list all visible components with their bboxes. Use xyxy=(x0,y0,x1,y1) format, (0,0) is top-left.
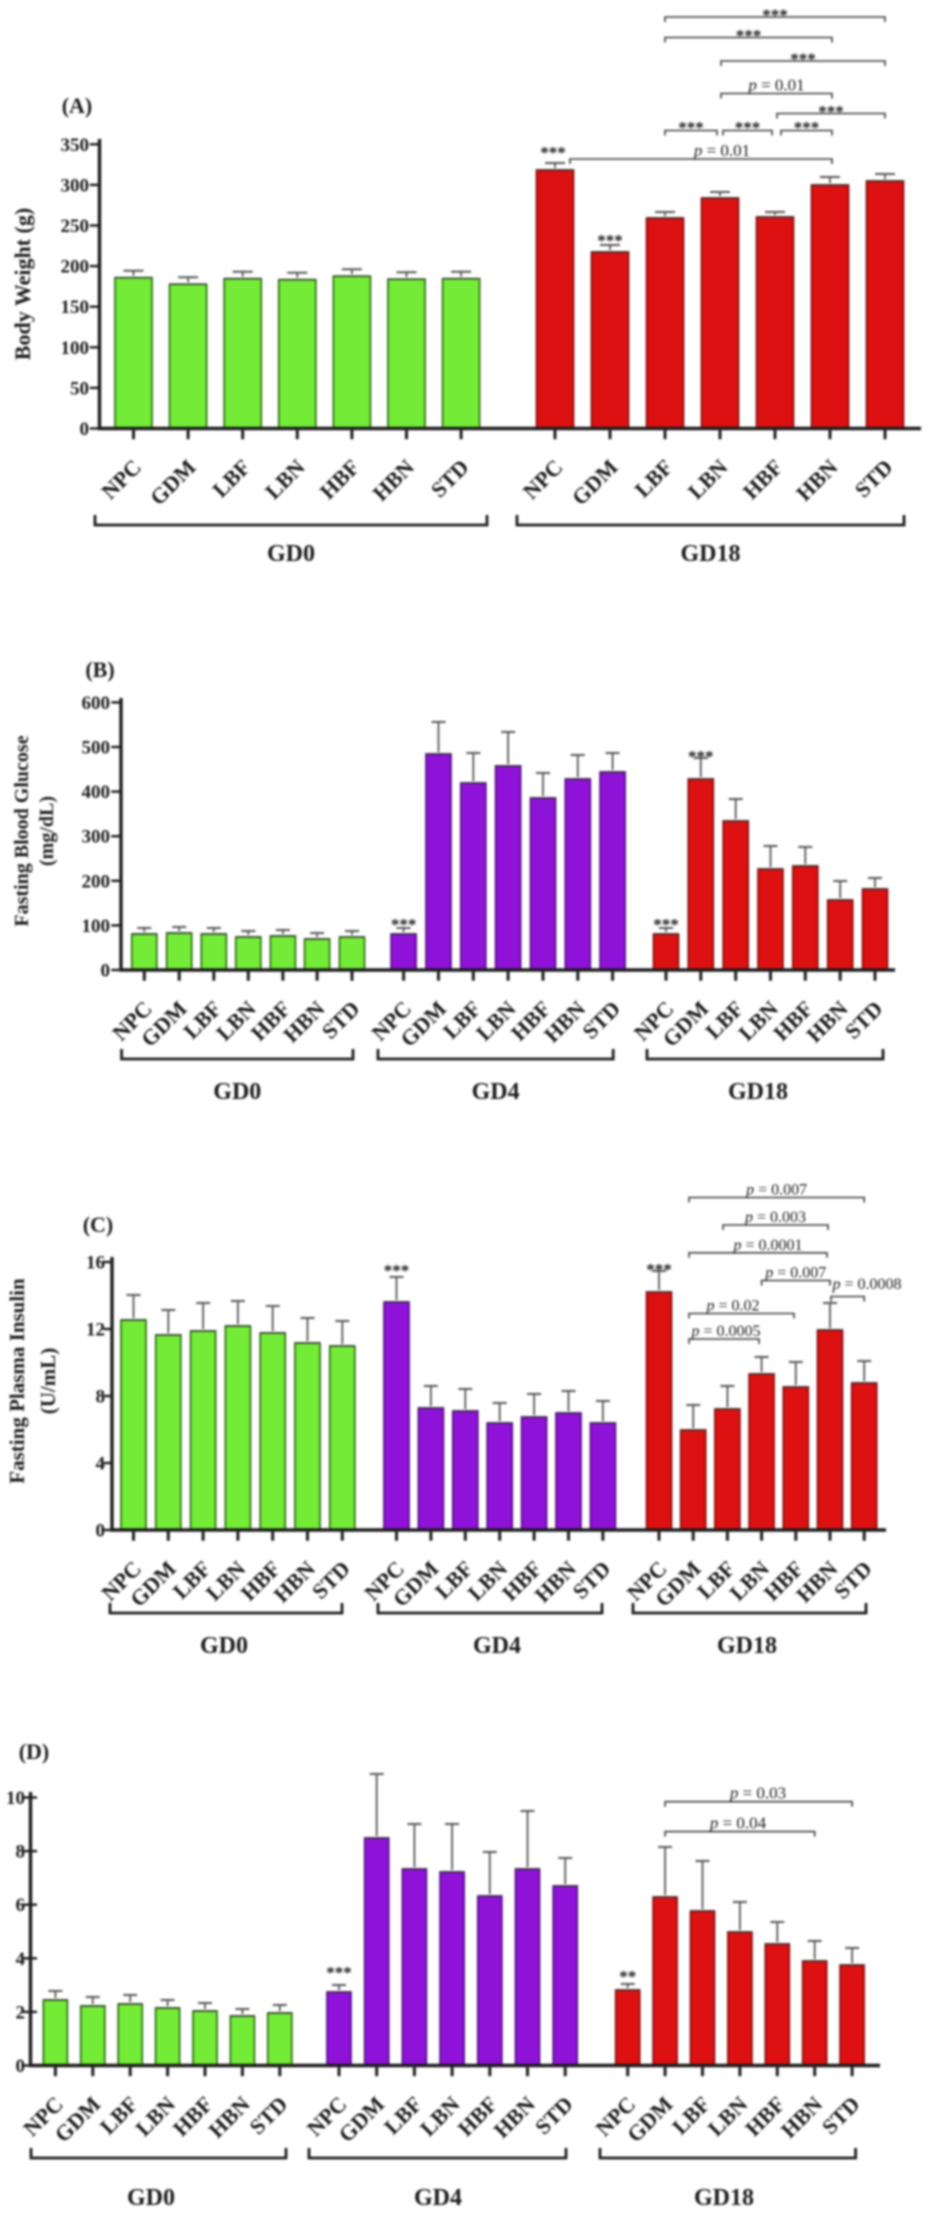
svg-text:12: 12 xyxy=(86,1319,105,1340)
svg-text:150: 150 xyxy=(61,297,90,318)
svg-text:100: 100 xyxy=(82,916,111,937)
svg-text:Body Weight (g): Body Weight (g) xyxy=(10,208,35,360)
svg-text:0: 0 xyxy=(101,960,111,981)
svg-text:***: *** xyxy=(790,50,816,69)
svg-text:300: 300 xyxy=(61,175,90,196)
svg-text:p = 0.003: p = 0.003 xyxy=(744,1209,806,1226)
svg-text:500: 500 xyxy=(82,737,111,758)
svg-text:***: *** xyxy=(540,143,566,162)
svg-text:***: *** xyxy=(736,26,762,45)
svg-text:0: 0 xyxy=(16,2056,26,2077)
svg-text:***: *** xyxy=(653,915,679,934)
svg-text:8: 8 xyxy=(96,1386,106,1407)
svg-text:Fasting Blood Glucose: Fasting Blood Glucose xyxy=(11,735,33,926)
svg-text:10: 10 xyxy=(6,1788,25,1809)
svg-text:p = 0.02: p = 0.02 xyxy=(705,1298,759,1315)
svg-text:**: ** xyxy=(619,1967,636,1986)
svg-text:GD0: GD0 xyxy=(267,541,315,567)
svg-text:p = 0.007: p = 0.007 xyxy=(745,1182,807,1199)
svg-text:50: 50 xyxy=(70,378,89,399)
svg-text:***: *** xyxy=(326,1963,352,1982)
svg-text:p = 0.0005: p = 0.0005 xyxy=(690,1323,760,1340)
svg-text:GD0: GD0 xyxy=(200,1633,248,1659)
svg-text:***: *** xyxy=(384,1261,410,1280)
svg-text:GD0: GD0 xyxy=(213,1079,261,1105)
svg-text:p = 0.03: p = 0.03 xyxy=(729,1784,786,1803)
svg-text:GD0: GD0 xyxy=(127,2185,175,2211)
svg-text:(B): (B) xyxy=(85,657,114,682)
svg-text:0: 0 xyxy=(80,419,90,440)
svg-text:GD4: GD4 xyxy=(473,1633,521,1659)
svg-text:***: *** xyxy=(818,102,844,121)
svg-text:600: 600 xyxy=(82,693,111,714)
svg-text:***: *** xyxy=(391,915,417,934)
svg-text:8: 8 xyxy=(16,1842,26,1863)
svg-text:GD18: GD18 xyxy=(728,1079,788,1105)
svg-text:(A): (A) xyxy=(62,93,93,118)
svg-text:p = 0.007: p = 0.007 xyxy=(764,1265,826,1282)
svg-text:2: 2 xyxy=(16,2002,26,2023)
svg-text:***: *** xyxy=(678,118,704,137)
svg-text:GD18: GD18 xyxy=(681,541,741,567)
svg-text:(D): (D) xyxy=(19,1739,50,1764)
svg-text:p = 0.04: p = 0.04 xyxy=(709,1814,767,1833)
svg-text:p = 0.01: p = 0.01 xyxy=(747,76,804,95)
svg-text:100: 100 xyxy=(61,338,90,359)
svg-text:***: *** xyxy=(646,1260,672,1279)
svg-text:Fasting Plasma Insulin: Fasting Plasma Insulin xyxy=(5,1278,29,1484)
svg-text:***: *** xyxy=(794,118,820,137)
svg-text:GD18: GD18 xyxy=(717,1633,777,1659)
svg-text:250: 250 xyxy=(61,216,90,237)
svg-text:GD18: GD18 xyxy=(694,2185,754,2211)
svg-text:(U/mL): (U/mL) xyxy=(36,1348,60,1415)
svg-text:200: 200 xyxy=(61,257,90,278)
svg-text:0: 0 xyxy=(96,1520,106,1541)
svg-text:***: *** xyxy=(597,231,623,250)
svg-text:200: 200 xyxy=(82,871,111,892)
svg-text:***: *** xyxy=(688,747,714,766)
svg-text:350: 350 xyxy=(61,135,90,156)
svg-text:400: 400 xyxy=(82,782,111,803)
svg-text:GD4: GD4 xyxy=(414,2185,462,2211)
svg-text:***: *** xyxy=(735,118,761,137)
svg-text:4: 4 xyxy=(16,1949,26,1970)
svg-text:p = 0.01: p = 0.01 xyxy=(693,141,750,160)
svg-text:***: *** xyxy=(762,6,788,25)
svg-text:16: 16 xyxy=(86,1252,105,1273)
svg-text:300: 300 xyxy=(82,827,111,848)
svg-text:6: 6 xyxy=(16,1895,26,1916)
svg-text:GD4: GD4 xyxy=(472,1079,520,1105)
svg-text:4: 4 xyxy=(96,1453,106,1474)
svg-text:(mg/dL): (mg/dL) xyxy=(36,796,58,866)
svg-text:(C): (C) xyxy=(83,1212,114,1237)
svg-text:p = 0.0008: p = 0.0008 xyxy=(831,1276,901,1293)
svg-text:p = 0.0001: p = 0.0001 xyxy=(732,1237,802,1254)
